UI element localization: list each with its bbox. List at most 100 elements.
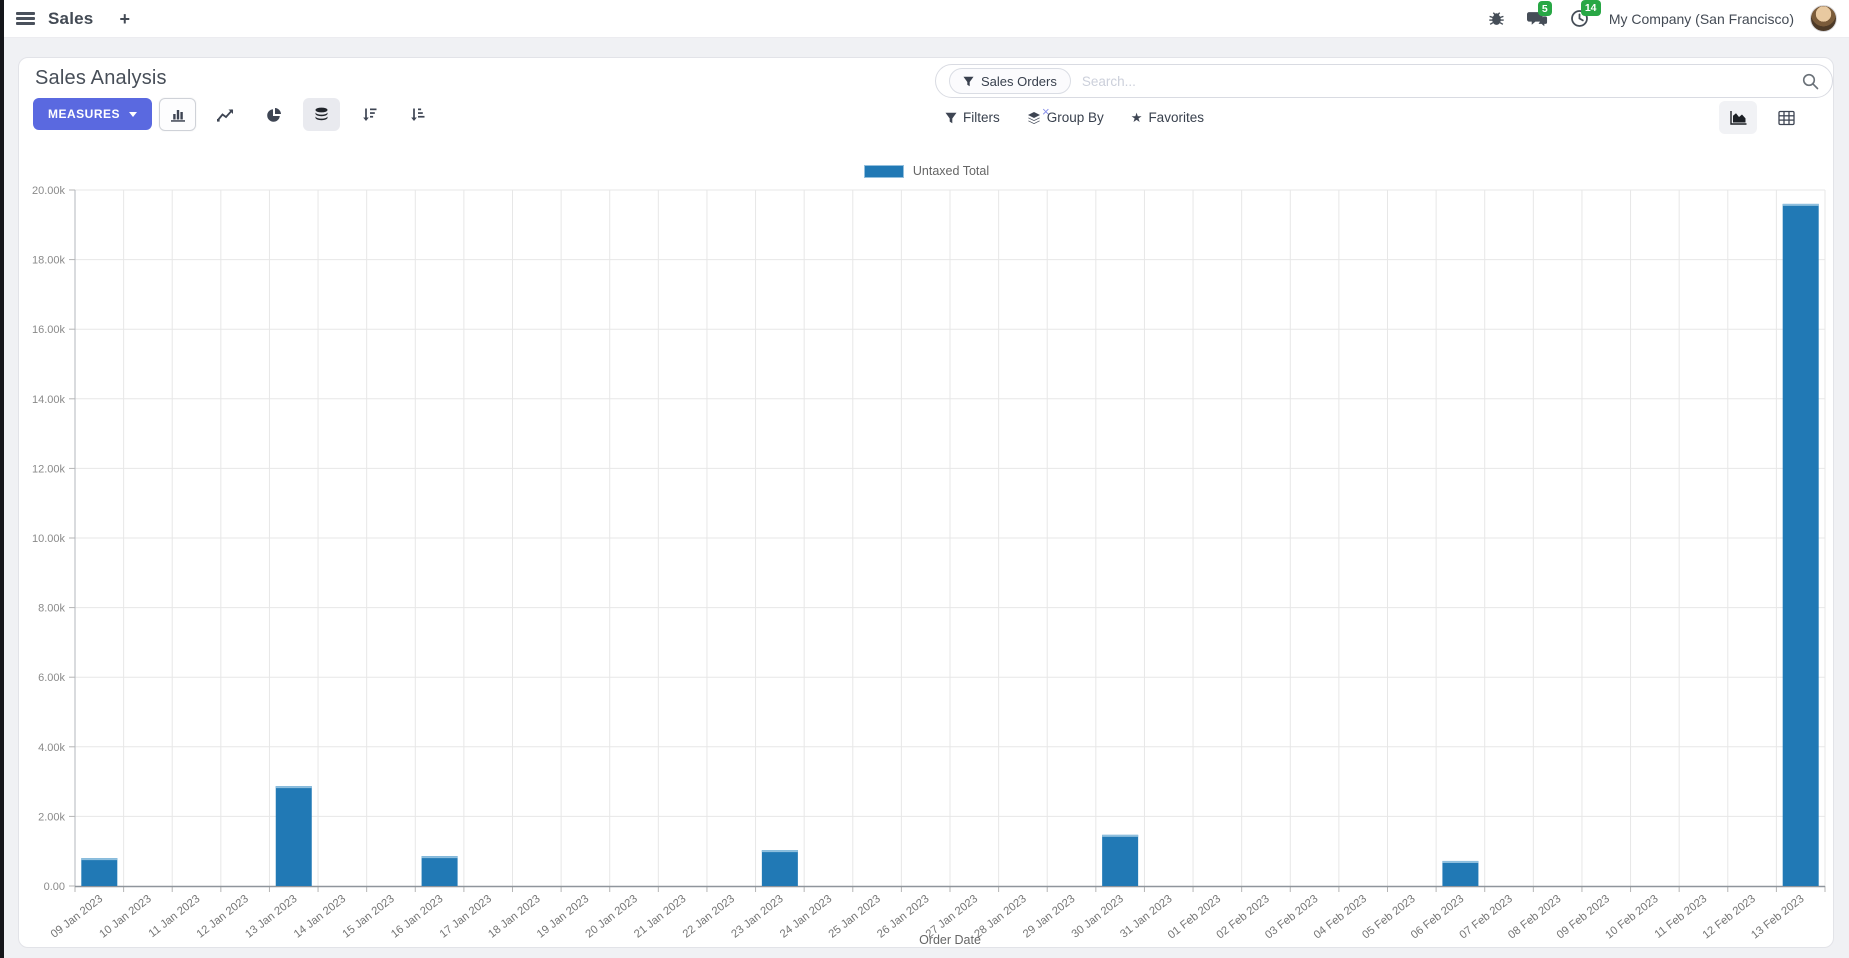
bar-chart-icon	[170, 110, 185, 122]
search-input[interactable]	[1079, 72, 1802, 90]
graph-view-button[interactable]	[1719, 101, 1757, 134]
svg-text:16.00k: 16.00k	[32, 324, 66, 336]
svg-text:05 Feb 2023: 05 Feb 2023	[1360, 893, 1417, 942]
stacked-toggle-button[interactable]	[303, 98, 340, 131]
filter-funnel-icon	[963, 76, 974, 86]
page-title: Sales Analysis	[35, 67, 167, 89]
svg-text:6.00k: 6.00k	[38, 672, 65, 684]
svg-text:30 Jan 2023: 30 Jan 2023	[1070, 893, 1126, 941]
sort-ascending-button[interactable]	[399, 98, 436, 131]
svg-text:10.00k: 10.00k	[32, 533, 66, 545]
sort-descending-icon	[363, 108, 377, 121]
svg-text:12.00k: 12.00k	[32, 463, 66, 475]
chevron-down-icon	[129, 111, 138, 117]
svg-text:12 Jan 2023: 12 Jan 2023	[195, 893, 251, 941]
pie-chart-icon	[266, 107, 281, 122]
filters-button[interactable]: Filters	[945, 110, 1000, 125]
sort-ascending-icon	[411, 108, 425, 121]
svg-text:03 Feb 2023: 03 Feb 2023	[1263, 893, 1320, 942]
svg-text:22 Jan 2023: 22 Jan 2023	[681, 893, 737, 941]
favorites-button-label: Favorites	[1148, 110, 1204, 125]
sort-descending-button[interactable]	[351, 98, 388, 131]
area-chart-icon	[1729, 111, 1746, 125]
svg-text:19 Jan 2023: 19 Jan 2023	[535, 893, 591, 941]
top-navbar: Sales + 5 14 My	[0, 0, 1849, 38]
svg-text:07 Feb 2023: 07 Feb 2023	[1457, 893, 1514, 942]
group-by-button[interactable]: Group By	[1027, 110, 1104, 125]
layers-icon	[1027, 111, 1040, 124]
star-icon: ★	[1130, 110, 1143, 125]
group-by-button-label: Group By	[1046, 110, 1104, 125]
company-switcher[interactable]: My Company (San Francisco)	[1608, 10, 1794, 27]
search-facet-sales-orders[interactable]: Sales Orders	[949, 68, 1071, 94]
measures-button[interactable]: MEASURES	[33, 98, 153, 130]
svg-text:11 Jan 2023: 11 Jan 2023	[147, 893, 203, 940]
filters-button-label: Filters	[963, 110, 1000, 125]
svg-text:12 Feb 2023: 12 Feb 2023	[1701, 893, 1758, 942]
pie-chart-button[interactable]	[255, 98, 292, 131]
stacked-database-icon	[315, 107, 328, 120]
svg-text:09 Feb 2023: 09 Feb 2023	[1555, 893, 1612, 942]
svg-text:18.00k: 18.00k	[32, 255, 66, 267]
app-name[interactable]: Sales	[48, 8, 94, 28]
svg-text:21 Jan 2023: 21 Jan 2023	[632, 893, 688, 941]
filter-funnel-icon	[945, 112, 957, 123]
debug-bug-icon[interactable]	[1488, 10, 1505, 27]
chart-type-controls	[159, 98, 436, 131]
svg-text:25 Jan 2023: 25 Jan 2023	[827, 893, 883, 941]
line-chart-icon	[217, 108, 234, 122]
pivot-view-button[interactable]	[1767, 101, 1805, 134]
svg-text:01 Feb 2023: 01 Feb 2023	[1166, 893, 1223, 942]
pivot-table-icon	[1777, 110, 1795, 125]
view-switcher	[1719, 101, 1805, 134]
svg-text:17 Jan 2023: 17 Jan 2023	[438, 893, 494, 941]
legend-swatch	[863, 164, 904, 178]
search-facet-label: Sales Orders	[981, 73, 1057, 89]
svg-text:29 Jan 2023: 29 Jan 2023	[1021, 893, 1077, 941]
new-tab-button[interactable]: +	[119, 8, 130, 29]
svg-text:10 Feb 2023: 10 Feb 2023	[1603, 893, 1660, 942]
svg-text:16 Jan 2023: 16 Jan 2023	[389, 893, 445, 941]
svg-text:0.00: 0.00	[44, 881, 65, 893]
user-avatar[interactable]	[1810, 5, 1837, 32]
svg-text:20.00k: 20.00k	[32, 186, 66, 197]
svg-text:08 Feb 2023: 08 Feb 2023	[1506, 893, 1563, 942]
svg-text:4.00k: 4.00k	[38, 742, 65, 754]
bar-chart-button[interactable]	[159, 98, 196, 131]
svg-text:20 Jan 2023: 20 Jan 2023	[583, 893, 639, 941]
legend-label: Untaxed Total	[912, 164, 990, 178]
chart-legend[interactable]: Untaxed Total	[19, 164, 1834, 178]
activities-count-badge: 14	[1580, 0, 1601, 16]
svg-text:15 Jan 2023: 15 Jan 2023	[340, 893, 396, 941]
svg-text:2.00k: 2.00k	[38, 811, 65, 823]
svg-text:14 Jan 2023: 14 Jan 2023	[292, 893, 348, 941]
svg-text:13 Jan 2023: 13 Jan 2023	[243, 893, 299, 941]
svg-text:04 Feb 2023: 04 Feb 2023	[1312, 893, 1369, 942]
svg-text:06 Feb 2023: 06 Feb 2023	[1409, 893, 1466, 942]
favorites-button[interactable]: ★ Favorites	[1131, 110, 1204, 125]
search-icon[interactable]	[1802, 73, 1819, 90]
svg-text:24 Jan 2023: 24 Jan 2023	[778, 893, 834, 941]
apps-menu-icon[interactable]	[16, 12, 35, 25]
messages-count-badge: 5	[1537, 0, 1552, 16]
measures-button-label: MEASURES	[48, 107, 121, 121]
svg-text:23 Jan 2023: 23 Jan 2023	[729, 893, 785, 941]
sales-analysis-bar-chart[interactable]: 0.00 2.00k 4.00k 6.00k 8.00k 10.00k 12.00k 14.0…	[19, 186, 1834, 946]
svg-text:13 Feb 2023: 13 Feb 2023	[1749, 893, 1806, 942]
window-left-edge	[0, 0, 4, 958]
svg-text:09 Jan 2023: 09 Jan 2023	[49, 893, 105, 941]
facet-remove-icon[interactable]: ×	[1042, 104, 1050, 119]
activities-clock-icon[interactable]: 14	[1570, 0, 1601, 28]
line-chart-button[interactable]	[207, 98, 244, 131]
svg-text:02 Feb 2023: 02 Feb 2023	[1214, 893, 1271, 942]
svg-text:10 Jan 2023: 10 Jan 2023	[97, 893, 153, 941]
svg-text:8.00k: 8.00k	[38, 603, 65, 615]
search-options: Filters Group By ★ Favorites	[945, 110, 1204, 125]
messages-icon[interactable]: 5	[1526, 0, 1552, 28]
search-bar[interactable]: Sales Orders	[935, 64, 1833, 98]
systray: 5 14 My Company (San Francisco)	[1466, 0, 1837, 32]
sales-analysis-card: Sales Analysis MEASURES	[18, 57, 1834, 948]
svg-text:14.00k: 14.00k	[32, 394, 66, 406]
svg-text:Order Date: Order Date	[919, 933, 981, 946]
svg-text:18 Jan 2023: 18 Jan 2023	[486, 893, 542, 941]
